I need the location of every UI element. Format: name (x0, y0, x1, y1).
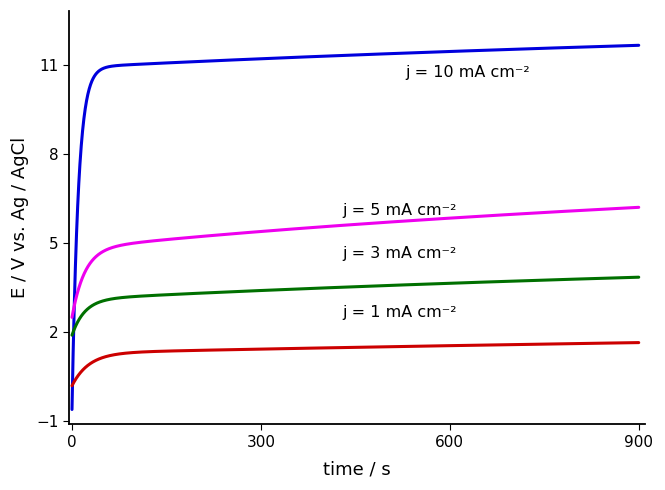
Y-axis label: E / V vs. Ag / AgCl: E / V vs. Ag / AgCl (11, 137, 29, 298)
Text: j = 10 mA cm⁻²: j = 10 mA cm⁻² (406, 65, 531, 79)
X-axis label: time / s: time / s (323, 461, 391, 479)
Text: j = 3 mA cm⁻²: j = 3 mA cm⁻² (342, 246, 457, 261)
Text: j = 1 mA cm⁻²: j = 1 mA cm⁻² (342, 305, 458, 320)
Text: j = 5 mA cm⁻²: j = 5 mA cm⁻² (342, 203, 457, 218)
